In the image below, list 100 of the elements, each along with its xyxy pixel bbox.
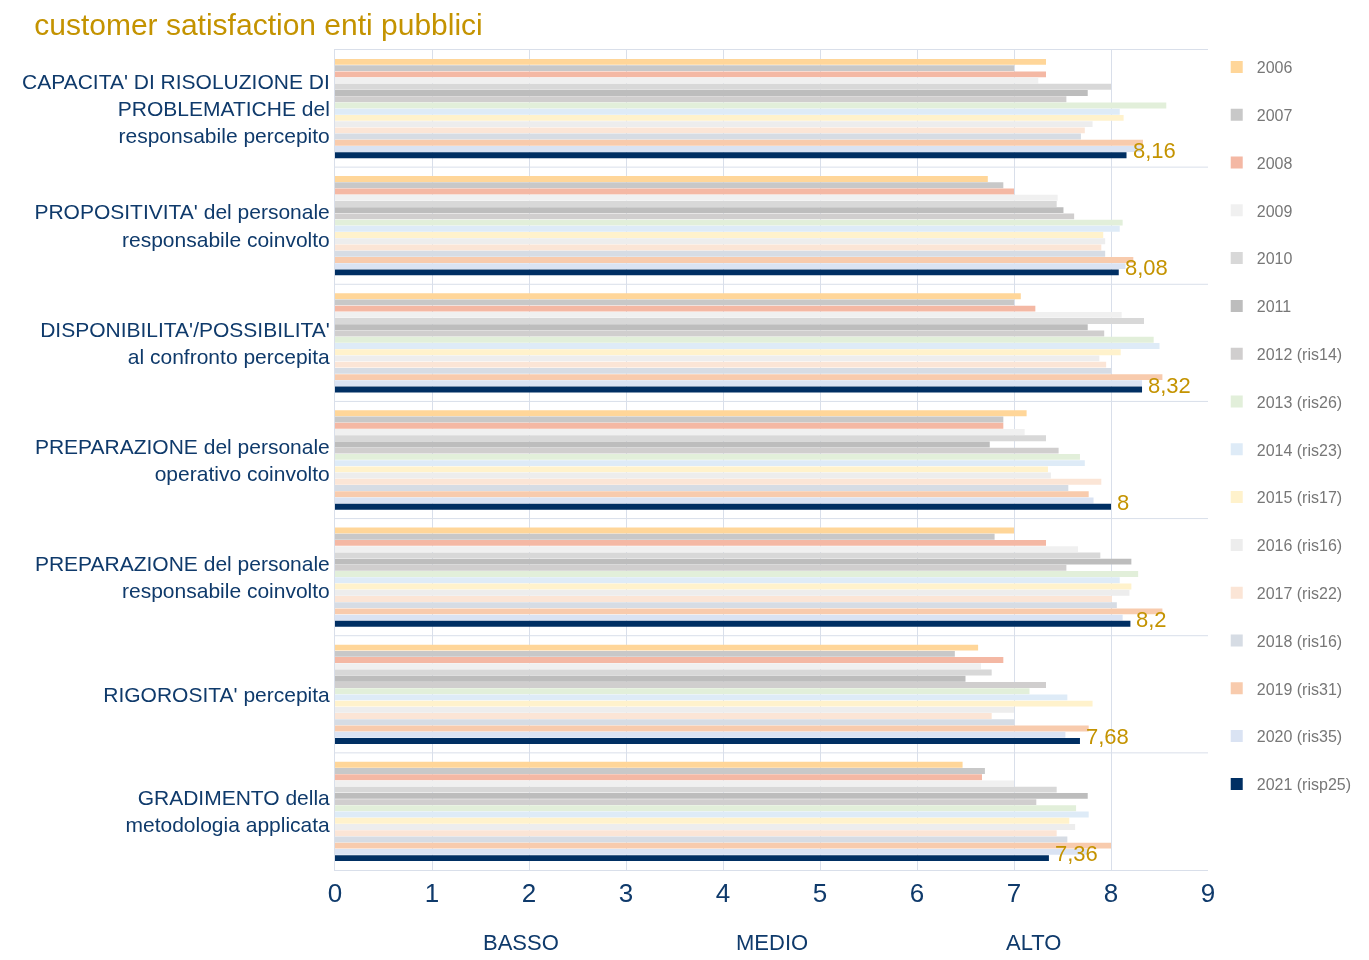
bar: [335, 811, 1089, 818]
y-tick-label: PREPARAZIONE del personale responsabile coinvolto: [34, 551, 330, 603]
bar: [335, 774, 982, 781]
bar: [335, 644, 979, 651]
bar: [335, 152, 1127, 159]
x-tick-label: 5: [812, 878, 828, 909]
bar: [335, 805, 1077, 812]
bar: [335, 182, 1004, 189]
legend-label: 2006: [1256, 59, 1293, 77]
bar: [335, 349, 1121, 356]
text: MEDIO: [736, 930, 809, 955]
bar: [335, 176, 988, 182]
legend-label: 2008: [1256, 154, 1293, 172]
legend-label: 2016 (ris16): [1256, 537, 1343, 555]
x-tick-label: 2: [521, 878, 537, 909]
bar: [335, 194, 1058, 201]
bar: [335, 675, 966, 682]
x-tick-label: 7: [1006, 878, 1022, 909]
bar: [335, 595, 1112, 602]
bar: [335, 650, 955, 657]
bar: [335, 58, 1047, 65]
legend-label: 2014 (ris23): [1256, 441, 1343, 459]
y-tick-label: PREPARAZIONE del personale operativo coinvolto: [34, 434, 330, 485]
bar: [335, 768, 985, 774]
bar: [335, 213, 1075, 220]
bar: [335, 478, 1102, 485]
legend-label: 2013 (ris26): [1256, 393, 1343, 411]
bar: [335, 269, 1119, 276]
legend-label: 2017 (ris22): [1256, 584, 1343, 602]
bar: [335, 127, 1085, 134]
legend-label: 2011: [1256, 298, 1292, 316]
bar: [335, 416, 1004, 423]
legend-label: 2007: [1256, 106, 1293, 124]
y-tick-label: GRADIMENTO della metodologia applicata: [125, 786, 331, 837]
bar: [335, 65, 1014, 72]
data-label: 8,16: [1133, 138, 1176, 163]
bar: [335, 121, 1093, 128]
bar: [335, 564, 1067, 571]
bar: [335, 460, 1085, 467]
y-tick-label: DISPONIBILITA'/POSSIBILITA' al confronto percepita: [40, 317, 331, 368]
bar: [335, 799, 1037, 806]
bar: [335, 589, 1130, 596]
data-label: 8,2: [1136, 607, 1167, 632]
bar: [335, 77, 1039, 84]
bar: [335, 299, 1014, 306]
bar: [335, 761, 963, 768]
bar: [335, 663, 982, 670]
bar: [335, 558, 1132, 565]
legend-label: 2015 (ris17): [1256, 489, 1343, 507]
x-tick-label: 0: [327, 878, 343, 909]
x-tick-label: 8: [1103, 878, 1119, 909]
x-tick-label: 3: [618, 878, 634, 909]
bar: [335, 336, 1154, 343]
bar: [335, 571, 1139, 577]
bar: [335, 343, 1160, 349]
bar: [335, 361, 1107, 368]
bar: [335, 441, 990, 448]
bar: [335, 830, 1057, 837]
bar: [335, 792, 1088, 799]
text: ALTO: [1006, 930, 1062, 955]
bar: [335, 232, 1104, 239]
bar: [335, 713, 992, 720]
bar: [335, 539, 1047, 546]
bar: [335, 225, 1120, 232]
data-label: 7,36: [1055, 841, 1098, 866]
bar: [335, 491, 1089, 498]
bar: [335, 96, 1067, 103]
bar: [335, 71, 1047, 78]
legend-label: 2021 (risp25): [1256, 776, 1352, 794]
x-tick-label: 9: [1200, 878, 1216, 909]
legend-label: 2018 (ris16): [1256, 632, 1343, 650]
bar: [335, 780, 1014, 787]
chart-title: customer satisfaction enti pubblici: [34, 8, 483, 42]
legend-label: 2009: [1256, 202, 1293, 220]
bar: [335, 503, 1111, 510]
bar: [335, 694, 1068, 701]
y-tick-label: CAPACITA' DI RISOLUZIONE DI PROBLEMATICHE del responsabile percepito: [22, 69, 330, 148]
bar: [335, 824, 1076, 830]
bar: [335, 472, 1051, 479]
bar: [335, 410, 1027, 417]
bar: [335, 355, 1100, 362]
x-tick-label: 1: [424, 878, 440, 909]
y-tick-label: PROPOSITIVITA' del personale responsabile coinvolto: [34, 200, 330, 251]
bar: [335, 738, 1080, 744]
bar: [335, 293, 1021, 300]
legend-label: 2019 (ris31): [1256, 680, 1343, 698]
bar: [335, 855, 1049, 862]
bar: [335, 318, 1144, 325]
bar: [335, 700, 1093, 707]
bar: [335, 817, 1070, 824]
data-label: 8,32: [1148, 373, 1191, 398]
data-label: 7,68: [1086, 724, 1129, 749]
bar: [335, 207, 1064, 214]
data-label: 8: [1117, 490, 1130, 515]
y-tick-label: RIGOROSITA' percepita: [103, 682, 331, 706]
bar: [335, 552, 1101, 559]
bar: [335, 657, 1004, 664]
bar: [335, 305, 1036, 312]
legend-label: 2020 (ris35): [1256, 728, 1343, 746]
data-label: 8,08: [1125, 255, 1168, 280]
